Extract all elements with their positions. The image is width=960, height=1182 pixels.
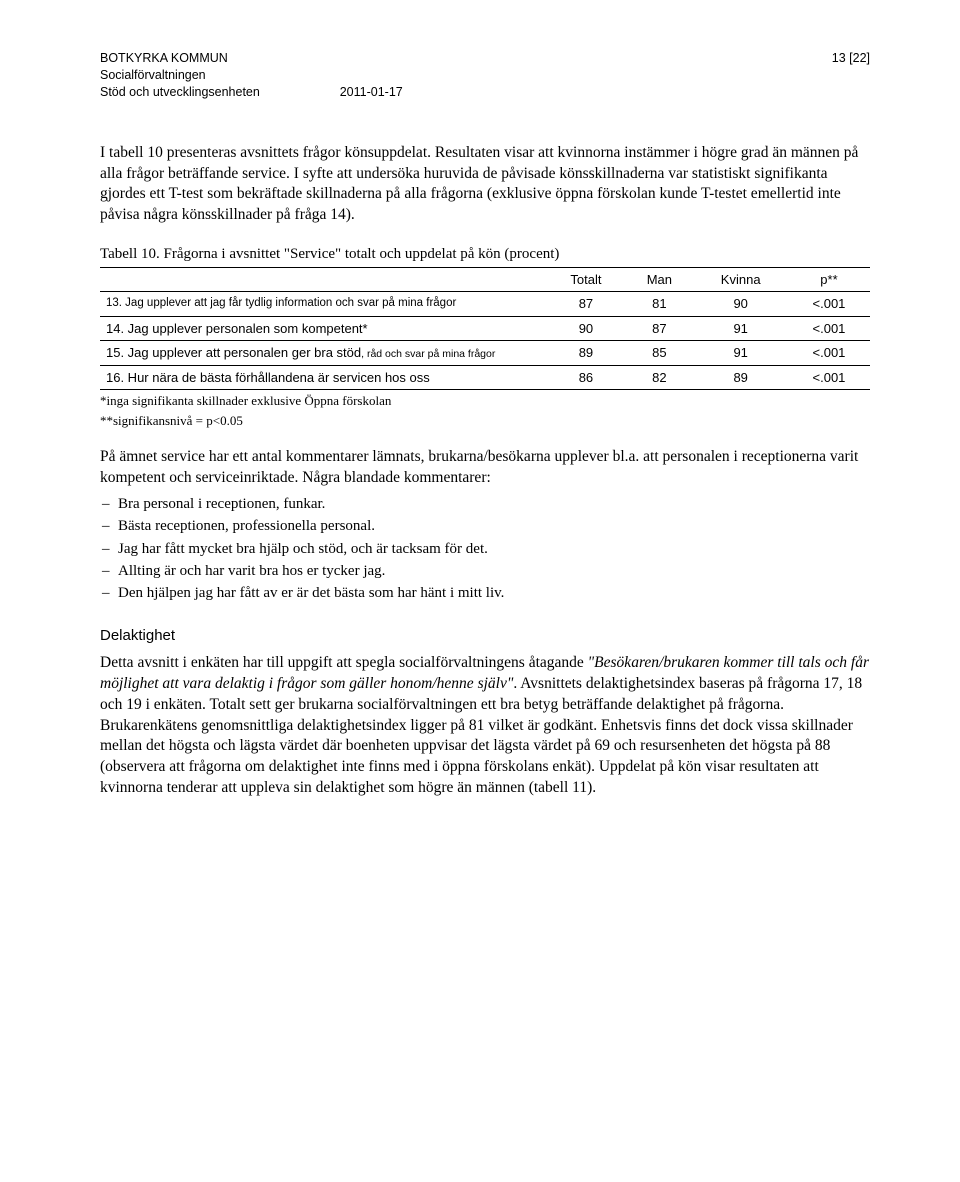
header-dept-date: Stöd och utvecklingsenheten 2011-01-17 [100, 84, 403, 101]
table-row: 13. Jag upplever att jag får tydlig info… [100, 292, 870, 317]
row-kvinna: 89 [693, 365, 788, 390]
col-totalt: Totalt [547, 267, 626, 292]
row-p: <.001 [788, 316, 870, 341]
col-p: p** [788, 267, 870, 292]
col-kvinna: Kvinna [693, 267, 788, 292]
row-kvinna: 91 [693, 316, 788, 341]
paragraph-1: I tabell 10 presenteras avsnittets frågo… [100, 143, 870, 227]
list-item: Den hjälpen jag har fått av er är det bä… [118, 582, 870, 604]
row-totalt: 87 [547, 292, 626, 317]
list-item: Allting är och har varit bra hos er tyck… [118, 560, 870, 582]
header-left: BOTKYRKA KOMMUN Socialförvaltningen Stöd… [100, 50, 403, 101]
header-org: BOTKYRKA KOMMUN [100, 50, 403, 67]
list-item: Bästa receptionen, professionella person… [118, 515, 870, 537]
row-label: 15. Jag upplever att personalen ger bra … [100, 341, 547, 366]
table-row: 16. Hur nära de bästa förhållandena är s… [100, 365, 870, 390]
row-man: 81 [625, 292, 693, 317]
row-man: 85 [625, 341, 693, 366]
paragraph-2-intro: På ämnet service har ett antal kommentar… [100, 447, 870, 489]
row-totalt: 86 [547, 365, 626, 390]
section-body-b: . Avsnittets delaktighetsindex baseras p… [100, 675, 862, 797]
row-totalt: 89 [547, 341, 626, 366]
table-header-row: Totalt Man Kvinna p** [100, 267, 870, 292]
section-body-a: Detta avsnitt i enkäten har till uppgift… [100, 654, 588, 671]
list-item: Jag har fått mycket bra hjälp och stöd, … [118, 538, 870, 560]
page-header: BOTKYRKA KOMMUN Socialförvaltningen Stöd… [100, 50, 870, 101]
table-footnote-1: *inga signifikanta skillnader exklusive … [100, 392, 870, 410]
col-man: Man [625, 267, 693, 292]
row-label: 14. Jag upplever personalen som kompeten… [100, 316, 547, 341]
section-body: Detta avsnitt i enkäten har till uppgift… [100, 653, 870, 799]
table-footnote-2: **signifikansnivå = p<0.05 [100, 412, 870, 430]
col-blank [100, 267, 547, 292]
header-page: 13 [22] [832, 50, 870, 101]
table-row: 14. Jag upplever personalen som kompeten… [100, 316, 870, 341]
header-dept2: Stöd och utvecklingsenheten [100, 85, 260, 99]
header-date: 2011-01-17 [340, 85, 403, 99]
row-label: 16. Hur nära de bästa förhållandena är s… [100, 365, 547, 390]
row-p: <.001 [788, 341, 870, 366]
header-dept1: Socialförvaltningen [100, 67, 403, 84]
row-totalt: 90 [547, 316, 626, 341]
row-man: 82 [625, 365, 693, 390]
row-kvinna: 90 [693, 292, 788, 317]
row-label: 13. Jag upplever att jag får tydlig info… [100, 292, 547, 317]
row-kvinna: 91 [693, 341, 788, 366]
row-p: <.001 [788, 292, 870, 317]
list-item: Bra personal i receptionen, funkar. [118, 493, 870, 515]
table-caption: Tabell 10. Frågorna i avsnittet "Service… [100, 244, 870, 264]
comments-list: Bra personal i receptionen, funkar. Bäst… [100, 493, 870, 604]
table-service: Totalt Man Kvinna p** 13. Jag upplever a… [100, 267, 870, 391]
row-man: 87 [625, 316, 693, 341]
row-p: <.001 [788, 365, 870, 390]
table-row: 15. Jag upplever att personalen ger bra … [100, 341, 870, 366]
section-title: Delaktighet [100, 626, 870, 646]
